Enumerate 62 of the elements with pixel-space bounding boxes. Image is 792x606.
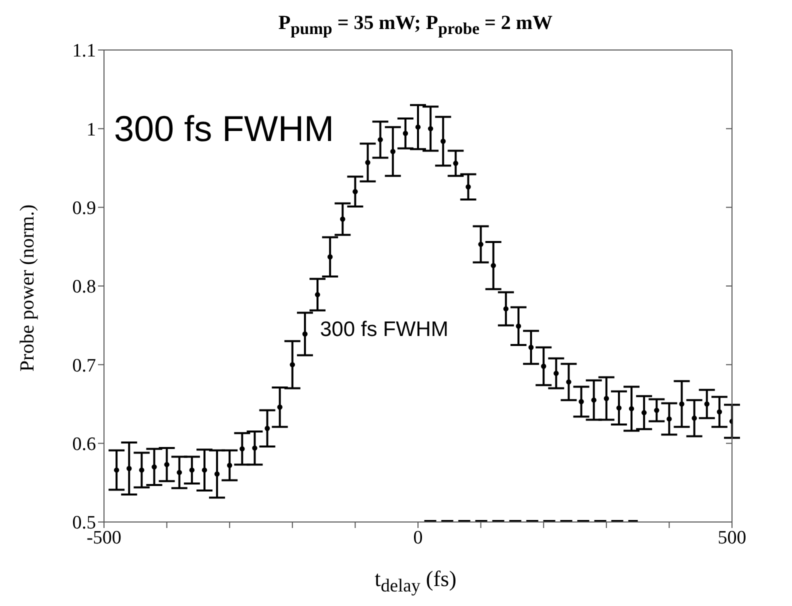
point <box>352 189 358 194</box>
point <box>541 364 546 369</box>
point <box>628 406 634 412</box>
point <box>453 160 458 166</box>
point <box>716 409 722 414</box>
point <box>176 470 182 476</box>
point <box>503 306 509 312</box>
point <box>402 130 408 136</box>
point <box>528 344 534 350</box>
point <box>314 292 320 298</box>
point <box>704 401 710 407</box>
point <box>214 471 220 477</box>
y-axis-title: Probe power (norm.) <box>16 204 40 372</box>
point <box>365 160 370 166</box>
point <box>692 416 697 421</box>
y-tick-label: 0.7 <box>72 355 96 376</box>
y-tick-label: 1.1 <box>72 40 96 62</box>
point <box>616 405 622 411</box>
point <box>126 466 132 472</box>
point <box>202 467 208 473</box>
y-tick-label: 0.8 <box>72 276 96 298</box>
point <box>466 184 471 190</box>
point <box>378 137 383 142</box>
point <box>641 410 647 416</box>
point <box>152 464 157 470</box>
point <box>666 416 672 422</box>
point <box>591 397 596 403</box>
annotation: 300 fs FWHM <box>320 318 448 342</box>
y-tick-label: 1 <box>86 119 96 140</box>
point <box>679 401 684 407</box>
point <box>302 331 308 337</box>
point <box>340 216 346 222</box>
point <box>578 399 584 404</box>
point <box>327 254 333 260</box>
point <box>114 467 120 473</box>
point <box>428 126 434 132</box>
point <box>164 462 170 468</box>
point <box>566 379 572 385</box>
chart-title: P$_{pump}$ = 35 mW; P$_{probe}$ = 2 mW <box>277 12 554 39</box>
point <box>139 467 144 473</box>
point <box>554 370 559 376</box>
point <box>227 462 232 468</box>
point <box>264 426 270 431</box>
point <box>604 396 609 402</box>
point <box>189 467 195 473</box>
point <box>516 324 522 329</box>
point <box>277 404 282 410</box>
point <box>240 446 245 452</box>
point <box>478 242 484 247</box>
x-axis-title: t$_{delay}$ (fs) <box>374 566 458 596</box>
x-tick-label: 500 <box>718 527 746 548</box>
annotation: 300 fs FWHM <box>114 108 334 150</box>
point <box>252 445 258 451</box>
x-tick-label: 0 <box>413 527 423 548</box>
point <box>290 362 295 368</box>
point <box>654 408 660 413</box>
y-tick-label: 0.9 <box>72 198 96 220</box>
y-tick-label: 0.6 <box>72 434 96 456</box>
point <box>390 148 396 154</box>
point <box>440 138 446 144</box>
point <box>490 262 496 268</box>
point <box>415 124 421 130</box>
